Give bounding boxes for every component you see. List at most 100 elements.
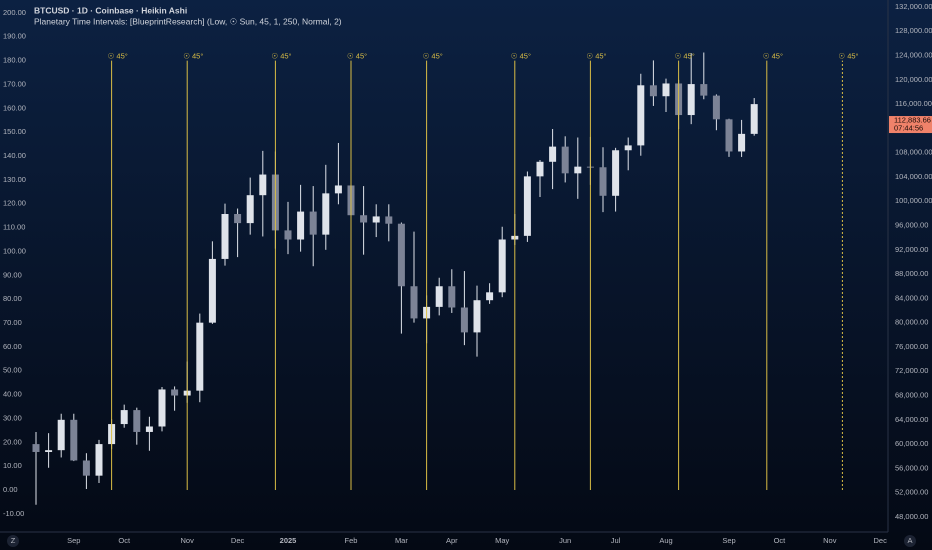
y-tick-label: 190.00 <box>3 32 26 41</box>
y2-tick-label: 68,000.00 <box>895 391 928 400</box>
x-tick-label: Feb <box>345 536 358 545</box>
y2-tick-label: 80,000.00 <box>895 318 928 327</box>
cycle-label: ☉ 45° <box>586 52 606 61</box>
y2-tick-label: 116,000.00 <box>895 99 932 108</box>
y2-tick-label: 96,000.00 <box>895 221 928 230</box>
cycle-label: ☉ 45° <box>675 52 695 61</box>
candle-body <box>397 223 405 287</box>
candle-body <box>523 176 531 236</box>
candle-body <box>536 161 544 177</box>
x-tick-label: Aug <box>659 536 672 545</box>
y-tick-label: 160.00 <box>3 103 26 112</box>
x-tick-label: Oct <box>774 536 787 545</box>
candle-body <box>145 426 153 432</box>
y2-tick-label: 104,000.00 <box>895 172 932 181</box>
candle-body <box>221 214 229 259</box>
y2-tick-label: 64,000.00 <box>895 415 928 424</box>
candle-body <box>435 286 443 307</box>
candle-body <box>208 258 216 323</box>
auto-scale-letter: A <box>907 536 912 545</box>
candle-body <box>460 307 468 333</box>
candle-body <box>309 211 317 235</box>
candle-body <box>322 193 330 235</box>
y-tick-label: 80.00 <box>3 294 22 303</box>
y-tick-label: 100.00 <box>3 246 26 255</box>
candle-body <box>561 146 569 174</box>
candle-body <box>158 389 166 427</box>
candle-body <box>662 83 670 97</box>
y-tick-label: 20.00 <box>3 437 22 446</box>
candle-body <box>574 166 582 174</box>
candle-body <box>498 239 506 293</box>
candle-body <box>612 150 620 196</box>
candle-body <box>725 119 733 152</box>
y2-tick-label: 76,000.00 <box>895 342 928 351</box>
y2-tick-label: 60,000.00 <box>895 439 928 448</box>
cycle-label: ☉ 45° <box>271 52 291 61</box>
candle-body <box>486 292 494 301</box>
y2-tick-label: 108,000.00 <box>895 148 932 157</box>
x-tick-label: Oct <box>118 536 131 545</box>
timezone-icon[interactable] <box>7 535 19 547</box>
y-tick-label: 30.00 <box>3 413 22 422</box>
candle-body <box>32 444 40 452</box>
candle-body <box>637 85 645 146</box>
x-tick-label: Sep <box>722 536 735 545</box>
candle-body <box>70 419 78 461</box>
cycle-label: ☉ 45° <box>347 52 367 61</box>
y2-tick-label: 56,000.00 <box>895 463 928 472</box>
candle-body <box>624 145 632 151</box>
candle-body <box>82 460 90 476</box>
candle-body <box>284 230 292 240</box>
candle-body <box>196 322 204 391</box>
candle-body <box>334 185 342 194</box>
x-tick-label: Apr <box>446 536 458 545</box>
x-tick-label: 2025 <box>280 536 297 545</box>
auto-scale-icon[interactable] <box>904 535 916 547</box>
candle-body <box>234 214 242 224</box>
candle-body <box>385 216 393 224</box>
candle-body <box>712 95 720 120</box>
x-tick-label: Jul <box>611 536 621 545</box>
candle-body <box>700 84 708 96</box>
y2-tick-label: 84,000.00 <box>895 293 928 302</box>
candle-body <box>57 419 65 451</box>
y-tick-label: 60.00 <box>3 342 22 351</box>
candle-body <box>738 133 746 152</box>
price-countdown: 07:44:56 <box>894 124 923 133</box>
y-tick-label: 10.00 <box>3 461 22 470</box>
indicator-label: Planetary Time Intervals: [BlueprintRese… <box>34 16 342 26</box>
y2-tick-label: 100,000.00 <box>895 196 932 205</box>
candle-body <box>360 215 368 223</box>
y-tick-label: 200.00 <box>3 8 26 17</box>
x-tick-label: Sep <box>67 536 80 545</box>
timezone-icon-letter: Z <box>11 536 16 545</box>
candle-body <box>750 104 758 134</box>
candle-body <box>95 444 103 476</box>
cycle-label: ☉ 45° <box>838 52 858 61</box>
x-tick-label: May <box>495 536 509 545</box>
y2-tick-label: 52,000.00 <box>895 488 928 497</box>
y-tick-label: 110.00 <box>3 223 25 232</box>
candle-body <box>259 174 267 196</box>
candle-body <box>473 300 481 333</box>
candle-body <box>448 286 456 308</box>
candle-body <box>599 167 607 196</box>
candle-body <box>687 84 695 116</box>
y-tick-label: 170.00 <box>3 79 26 88</box>
x-tick-label: Jun <box>559 536 571 545</box>
chart-title: BTCUSD · 1D · Coinbase · Heikin Ashi <box>34 5 187 15</box>
price-tag-label: 112,883.66 <box>894 116 931 125</box>
y2-tick-label: 48,000.00 <box>895 512 928 521</box>
cycle-label: ☉ 45° <box>183 52 203 61</box>
candle-body <box>133 410 141 432</box>
y-tick-label: 120.00 <box>3 199 26 208</box>
y2-tick-label: 72,000.00 <box>895 366 928 375</box>
x-tick-label: Nov <box>181 536 195 545</box>
candle-body <box>246 195 254 224</box>
x-tick-label: Mar <box>395 536 408 545</box>
x-tick-label: Nov <box>823 536 837 545</box>
cycle-label: ☉ 45° <box>511 52 531 61</box>
